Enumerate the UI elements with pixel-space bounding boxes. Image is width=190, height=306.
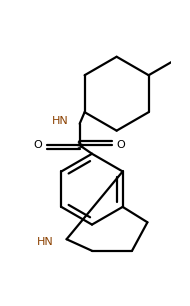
Text: HN: HN	[37, 237, 54, 247]
Text: S: S	[76, 140, 83, 150]
Text: HN: HN	[52, 116, 69, 126]
Text: O: O	[34, 140, 42, 150]
Text: O: O	[117, 140, 126, 150]
